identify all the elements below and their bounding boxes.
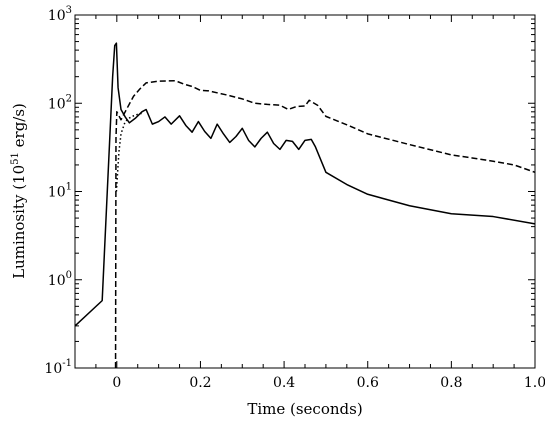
plot-frame xyxy=(74,14,536,369)
y-tick-label-base: 10 xyxy=(48,8,66,24)
x-tick-label: 1.0 xyxy=(524,375,545,391)
x-tick-label: 0.6 xyxy=(357,375,379,391)
y-tick-label-base: 10 xyxy=(48,185,66,201)
x-axis-title: Time (seconds) xyxy=(247,400,362,418)
y-tick-label-base: 10 xyxy=(48,273,66,289)
x-tick-label: 0.8 xyxy=(440,375,462,391)
y-axis-title-exp: 51 xyxy=(10,152,21,165)
x-tick-label: 0 xyxy=(112,375,121,391)
y-tick-label-base: 10 xyxy=(44,361,62,377)
axis-ticks xyxy=(74,14,536,369)
y-tick-label-exp: 3 xyxy=(66,5,72,16)
y-axis-title: Luminosity (1051 erg/s) xyxy=(10,103,28,279)
x-tick-label: 0.4 xyxy=(273,375,295,391)
y-tick-label: 102 xyxy=(48,93,72,112)
y-axis-title-suffix: erg/s) xyxy=(10,103,28,152)
series-line-dotted xyxy=(115,112,143,192)
y-tick-label-base: 10 xyxy=(48,96,66,112)
y-tick-label-exp: 1 xyxy=(66,182,72,193)
series-lines xyxy=(74,42,536,369)
x-tick-labels: 0 0.2 0.4 0.6 0.8 1.0 xyxy=(112,375,545,391)
y-axis-title-prefix: Luminosity (10 xyxy=(10,165,28,279)
y-tick-label: 10-1 xyxy=(44,358,72,377)
y-tick-label: 101 xyxy=(48,182,72,201)
y-tick-label-exp: 2 xyxy=(66,93,72,104)
y-tick-label-exp: -1 xyxy=(62,358,72,369)
series-line-solid xyxy=(74,42,536,327)
x-tick-label: 0.2 xyxy=(189,375,211,391)
series-line-dashed xyxy=(114,79,536,369)
y-tick-label-exp: 0 xyxy=(66,270,72,281)
y-tick-label: 100 xyxy=(48,270,72,289)
y-tick-label: 103 xyxy=(48,5,72,24)
